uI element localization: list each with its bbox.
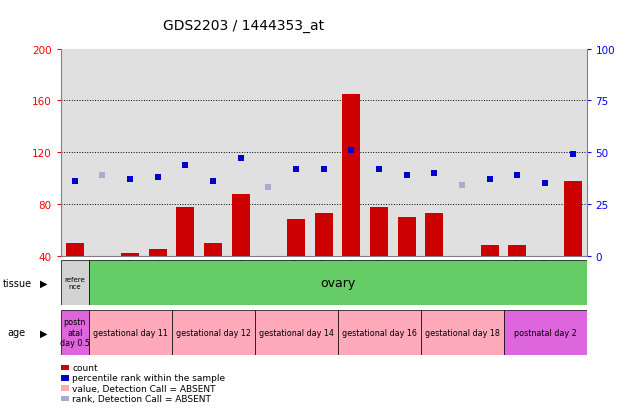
Text: gestational day 14: gestational day 14: [258, 328, 333, 337]
Text: count: count: [72, 363, 98, 372]
Bar: [172, 310, 254, 355]
Bar: [370, 207, 388, 256]
Bar: [338, 310, 420, 355]
Text: gestational day 11: gestational day 11: [92, 328, 167, 337]
Text: rank, Detection Call = ABSENT: rank, Detection Call = ABSENT: [72, 394, 212, 403]
Text: tissue: tissue: [3, 278, 32, 288]
Bar: [232, 194, 250, 256]
Bar: [61, 310, 88, 355]
Text: ▶: ▶: [40, 278, 47, 288]
Bar: [287, 220, 305, 256]
Bar: [342, 95, 360, 256]
Text: gestational day 18: gestational day 18: [424, 328, 499, 337]
Bar: [176, 207, 194, 256]
Bar: [536, 256, 554, 259]
Bar: [61, 260, 88, 306]
Text: percentile rank within the sample: percentile rank within the sample: [72, 373, 226, 382]
Bar: [453, 256, 471, 259]
Text: ovary: ovary: [320, 276, 355, 290]
Bar: [504, 310, 587, 355]
Bar: [508, 246, 526, 256]
Bar: [254, 310, 338, 355]
Text: gestational day 16: gestational day 16: [342, 328, 417, 337]
Bar: [66, 243, 84, 256]
Bar: [204, 243, 222, 256]
Bar: [420, 310, 504, 355]
Text: gestational day 12: gestational day 12: [176, 328, 251, 337]
Bar: [563, 181, 581, 256]
Bar: [94, 256, 112, 259]
Text: postnatal day 2: postnatal day 2: [513, 328, 576, 337]
Bar: [260, 256, 278, 259]
Bar: [481, 246, 499, 256]
Bar: [121, 254, 139, 256]
Text: GDS2203 / 1444353_at: GDS2203 / 1444353_at: [163, 19, 324, 33]
Text: refere
nce: refere nce: [64, 276, 85, 290]
Bar: [397, 217, 415, 256]
Text: age: age: [8, 328, 26, 337]
Bar: [88, 310, 172, 355]
Text: value, Detection Call = ABSENT: value, Detection Call = ABSENT: [72, 384, 216, 393]
Bar: [149, 249, 167, 256]
Bar: [426, 214, 444, 256]
Bar: [315, 214, 333, 256]
Text: postn
atal
day 0.5: postn atal day 0.5: [60, 318, 90, 347]
Text: ▶: ▶: [40, 328, 47, 337]
